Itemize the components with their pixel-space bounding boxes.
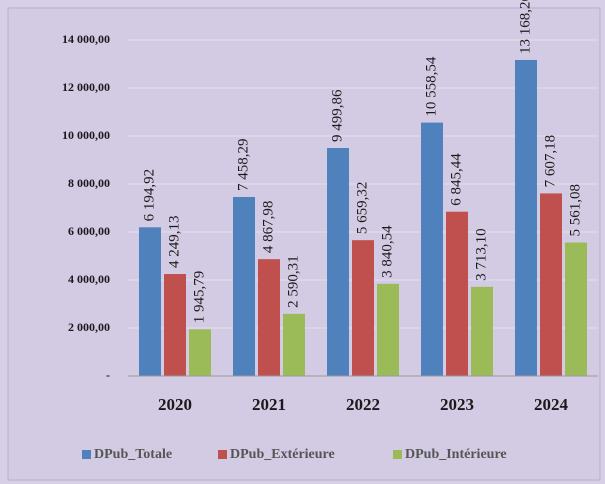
- legend-label: DPub_Extérieure: [230, 447, 335, 462]
- value-label: 3 840,54: [379, 225, 395, 278]
- x-tick-label: 2022: [346, 395, 380, 414]
- y-tick-label: 2 000,00: [68, 320, 110, 334]
- legend-swatch: [393, 450, 402, 459]
- legend-label: DPub_Totale: [94, 447, 172, 462]
- bar: [327, 148, 349, 376]
- bar: [540, 193, 562, 376]
- y-tick-label: 4 000,00: [68, 272, 110, 286]
- bar: [352, 240, 374, 376]
- bar: [164, 274, 186, 376]
- value-label: 5 659,32: [354, 182, 370, 235]
- y-tick-label: -: [106, 368, 110, 382]
- value-label: 1 945,79: [191, 271, 207, 324]
- legend-swatch: [218, 450, 227, 459]
- legend-swatch: [82, 450, 91, 459]
- bar: [377, 283, 399, 376]
- bar: [189, 329, 211, 376]
- bar: [565, 242, 587, 376]
- value-label: 5 561,08: [567, 184, 583, 237]
- bar: [258, 259, 280, 376]
- value-label: 13 168,26: [517, 0, 533, 54]
- bar: [139, 227, 161, 376]
- bar: [471, 286, 493, 376]
- bar: [446, 211, 468, 376]
- value-label: 6 194,92: [141, 169, 157, 222]
- bar: [233, 197, 255, 376]
- bar: [283, 313, 305, 376]
- value-label: 7 458,29: [235, 139, 251, 192]
- x-tick-label: 2021: [252, 395, 286, 414]
- legend-label: DPub_Intérieure: [405, 447, 507, 462]
- value-label: 4 867,98: [260, 201, 276, 254]
- value-label: 3 713,10: [473, 228, 489, 281]
- bar: [421, 122, 443, 377]
- value-label: 6 845,44: [448, 153, 464, 206]
- bar: [515, 59, 537, 376]
- x-tick-label: 2020: [158, 395, 192, 414]
- x-tick-label: 2024: [534, 395, 569, 414]
- y-tick-label: 6 000,00: [68, 224, 110, 238]
- y-tick-label: 14 000,00: [62, 32, 110, 46]
- y-tick-label: 8 000,00: [68, 176, 110, 190]
- value-label: 10 558,54: [423, 56, 439, 117]
- value-label: 2 590,31: [285, 255, 301, 308]
- y-tick-label: 12 000,00: [62, 80, 110, 94]
- x-tick-label: 2023: [440, 395, 474, 414]
- value-label: 4 249,13: [166, 216, 182, 269]
- chart-area: [7, 7, 601, 481]
- y-tick-label: 10 000,00: [62, 128, 110, 142]
- value-label: 7 607,18: [542, 135, 558, 188]
- value-label: 9 499,86: [329, 89, 345, 142]
